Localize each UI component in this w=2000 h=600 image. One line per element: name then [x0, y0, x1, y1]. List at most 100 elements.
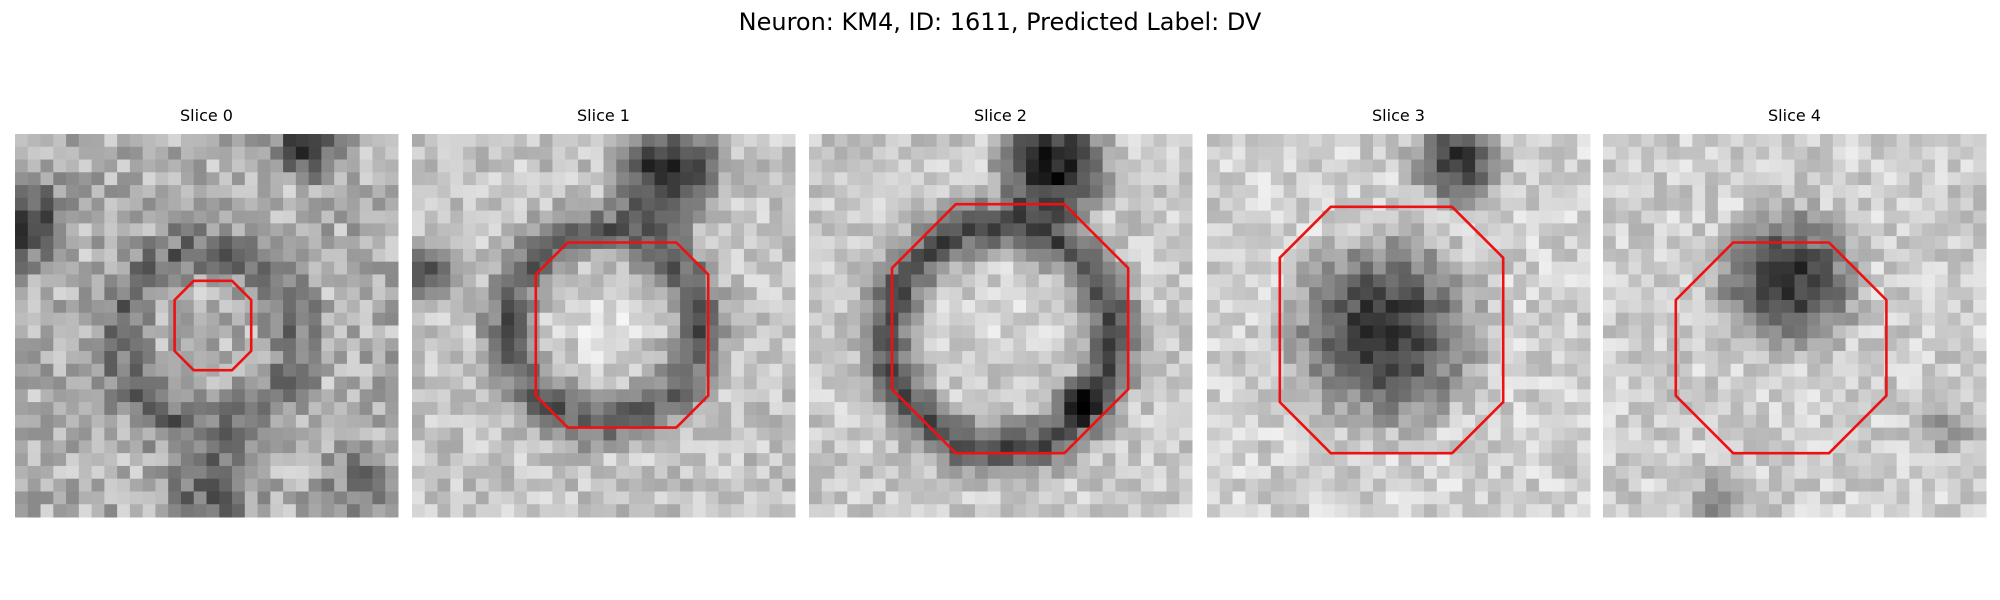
- pixel: [911, 146, 925, 161]
- pixel: [1347, 402, 1361, 416]
- pixel: [1372, 376, 1387, 390]
- pixel: [1102, 427, 1116, 441]
- pixel: [654, 325, 668, 339]
- pixel: [232, 261, 246, 275]
- pixel: [860, 287, 874, 301]
- pixel: [1794, 351, 1808, 365]
- pixel: [372, 185, 386, 199]
- pixel: [1296, 223, 1310, 237]
- pixel: [1896, 287, 1910, 301]
- pixel: [1411, 465, 1425, 480]
- pixel: [860, 197, 874, 212]
- pixel: [1820, 453, 1834, 467]
- pixel: [1321, 389, 1336, 403]
- pixel: [1270, 274, 1285, 288]
- pixel: [1883, 134, 1898, 148]
- pixel: [117, 376, 131, 390]
- pixel: [270, 134, 284, 148]
- pixel: [885, 197, 899, 212]
- pixel: [1654, 287, 1668, 301]
- pixel: [1051, 287, 1065, 301]
- pixel: [1258, 248, 1272, 263]
- pixel: [1756, 440, 1770, 454]
- pixel: [180, 402, 195, 416]
- pixel: [346, 261, 361, 275]
- pixel: [769, 261, 783, 275]
- pixel: [1730, 312, 1744, 326]
- pixel: [91, 478, 105, 492]
- pixel: [654, 185, 668, 199]
- pixel: [1128, 363, 1142, 378]
- pixel: [539, 223, 553, 237]
- pixel: [936, 504, 950, 518]
- pixel: [155, 440, 169, 454]
- pixel: [78, 261, 93, 275]
- pixel: [1551, 389, 1565, 403]
- pixel: [1077, 478, 1091, 492]
- pixel: [66, 414, 80, 429]
- panel-title: Slice 1: [577, 106, 630, 125]
- pixel: [1551, 427, 1565, 441]
- pixel: [1219, 414, 1234, 429]
- pixel: [1934, 236, 1949, 250]
- pixel: [1807, 312, 1821, 326]
- pixel: [1538, 427, 1553, 441]
- pixel: [552, 351, 566, 365]
- pixel: [193, 287, 207, 301]
- pixel: [565, 351, 579, 365]
- pixel: [1449, 440, 1463, 454]
- pixel: [680, 351, 694, 365]
- pixel: [1768, 351, 1783, 365]
- pixel: [1077, 338, 1091, 352]
- pixel: [1385, 478, 1399, 492]
- pixel: [692, 146, 707, 161]
- pixel: [437, 351, 451, 365]
- pixel: [1207, 223, 1221, 237]
- pixel: [1296, 363, 1310, 378]
- pixel: [1000, 299, 1014, 314]
- pixel: [1487, 465, 1502, 480]
- pixel: [1743, 414, 1757, 429]
- pixel: [1360, 248, 1374, 263]
- pixel: [488, 197, 502, 212]
- pixel: [923, 146, 938, 161]
- pixel: [1641, 185, 1655, 199]
- pixel: [1026, 491, 1040, 505]
- pixel: [603, 376, 617, 390]
- pixel: [1641, 389, 1655, 403]
- pixel: [1128, 274, 1142, 288]
- pixel: [898, 465, 912, 480]
- pixel: [654, 376, 668, 390]
- pixel: [718, 338, 732, 352]
- pixel: [539, 351, 553, 365]
- pixel: [372, 363, 386, 378]
- pixel: [1538, 338, 1553, 352]
- pixel: [1334, 440, 1348, 454]
- pixel: [1462, 134, 1476, 148]
- pixel: [577, 363, 592, 378]
- pixel: [654, 453, 668, 467]
- pixel: [1513, 389, 1527, 403]
- pixel: [424, 427, 439, 441]
- pixel: [346, 134, 361, 148]
- pixel: [40, 134, 54, 148]
- pixel: [1513, 402, 1527, 416]
- pixel: [603, 504, 617, 518]
- pixel: [539, 299, 553, 314]
- pixel: [1102, 478, 1116, 492]
- pixel: [949, 236, 963, 250]
- pixel: [1526, 363, 1540, 378]
- pixel: [1309, 478, 1323, 492]
- pixel: [129, 146, 144, 161]
- pixel: [359, 351, 373, 365]
- pixel: [1411, 363, 1425, 378]
- pixel: [1334, 172, 1348, 186]
- pixel: [424, 440, 439, 454]
- pixel: [372, 389, 386, 403]
- pixel: [743, 287, 758, 301]
- pixel: [219, 172, 233, 186]
- pixel: [782, 440, 796, 454]
- pixel: [1207, 248, 1221, 263]
- pixel: [168, 440, 182, 454]
- pixel: [437, 363, 451, 378]
